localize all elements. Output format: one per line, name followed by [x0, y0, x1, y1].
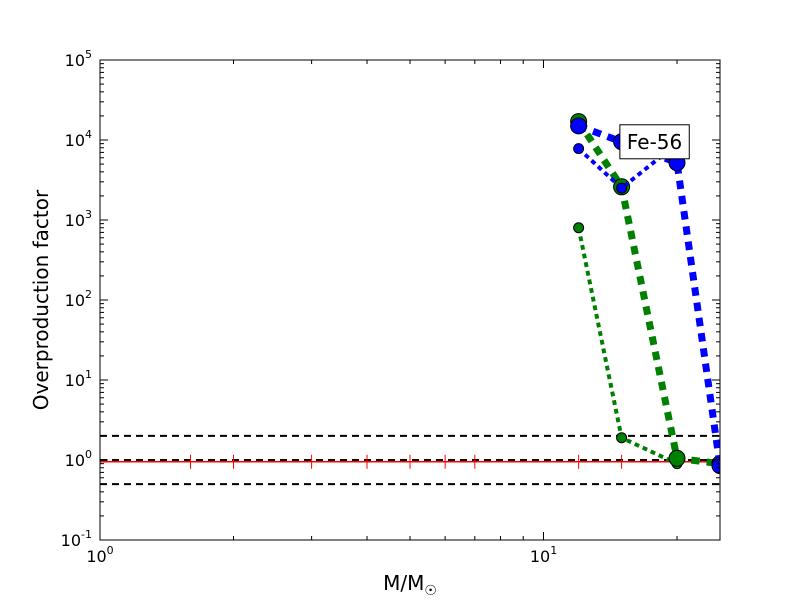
- y-tick-label: 104: [65, 128, 92, 150]
- series-1-line: [575, 119, 720, 468]
- series-3-point-0: [570, 117, 588, 135]
- y-tick-label: 101: [65, 368, 92, 390]
- y-axis-label: Overproduction factor: [29, 189, 53, 410]
- series-0-point-1: [616, 432, 628, 444]
- x-tick-label: 100: [86, 544, 113, 566]
- series-2-point-0: [573, 143, 585, 155]
- plot-area: [100, 113, 720, 486]
- annotation-box-0: [619, 124, 690, 160]
- series-1-point-2: [668, 449, 686, 467]
- series-3-line: [577, 122, 720, 467]
- y-tick-label: 103: [65, 208, 92, 230]
- x-axis-label-sub: ☉: [424, 583, 437, 599]
- series-3-point-3: [711, 457, 720, 475]
- y-tick-label: 10-1: [61, 528, 92, 550]
- annotation-text-0: Fe-56: [627, 130, 682, 154]
- x-axis-label-main: M/M: [383, 571, 424, 595]
- y-tick-label: 105: [65, 48, 92, 70]
- x-tick-label: 101: [530, 544, 557, 566]
- series-0-line: [576, 227, 678, 466]
- series-2-point-1: [616, 182, 628, 194]
- y-tick-label: 100: [65, 448, 92, 470]
- y-tick-label: 102: [65, 288, 92, 310]
- x-axis-label: M/M☉: [383, 571, 437, 599]
- annotation-layer: Fe-56: [619, 124, 690, 160]
- series-0-point-0: [573, 222, 585, 234]
